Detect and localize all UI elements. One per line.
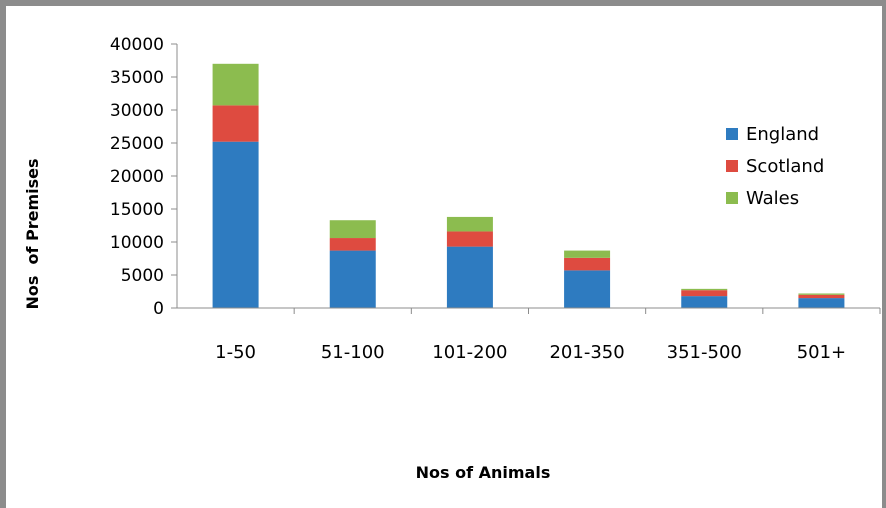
bar-segment-england-4 <box>564 270 611 308</box>
axes <box>171 43 881 314</box>
legend-label-england: England <box>746 124 819 145</box>
bar-segment-scotland-3 <box>446 231 493 247</box>
x-tick-label: 501+ <box>797 342 846 363</box>
bar-segment-scotland-4 <box>564 257 611 271</box>
y-tick-labels: 0 5000 10000 15000 20000 25000 30000 35000 40000 <box>110 35 164 319</box>
bar-segment-scotland-2 <box>329 238 376 251</box>
bar-segment-england-5 <box>681 296 728 308</box>
bar-segment-england-6 <box>798 298 845 308</box>
bar-segment-england-3 <box>446 246 493 308</box>
bar-segment-wales-3 <box>446 216 493 232</box>
y-tick-label: 10000 <box>110 233 164 253</box>
legend-swatch-wales <box>726 192 738 204</box>
bar-segment-scotland-1 <box>212 105 259 142</box>
y-tick-label: 30000 <box>110 101 164 121</box>
x-tick-label: 101-200 <box>432 342 507 363</box>
x-tick-label: 1-50 <box>215 342 256 363</box>
bar-segment-wales-4 <box>564 250 611 258</box>
y-tick-label: 0 <box>153 299 164 319</box>
bar-segment-england-2 <box>329 250 376 308</box>
bar-segment-wales-6 <box>798 293 845 295</box>
x-tick-label: 51-100 <box>321 342 385 363</box>
x-tick-label: 351-500 <box>667 342 742 363</box>
legend-label-scotland: Scotland <box>746 156 824 177</box>
bar-segment-wales-1 <box>212 63 259 106</box>
x-tick-labels: 1-50 51-100 101-200 201-350 351-500 501+ <box>215 342 846 363</box>
legend-swatch-scotland <box>726 160 738 172</box>
bars <box>212 63 845 308</box>
x-axis-title: Nos of Animals <box>416 463 551 482</box>
legend-swatch-england <box>726 128 738 140</box>
bar-segment-wales-5 <box>681 288 728 291</box>
y-axis-title: Nos of Premises <box>23 158 42 309</box>
legend-label-wales: Wales <box>746 188 799 209</box>
y-tick-label: 20000 <box>110 167 164 187</box>
bar-segment-england-1 <box>212 141 259 308</box>
y-tick-label: 5000 <box>121 266 164 286</box>
y-tick-label: 35000 <box>110 68 164 88</box>
bar-segment-scotland-5 <box>681 290 728 297</box>
x-tick-label: 201-350 <box>549 342 624 363</box>
legend: England Scotland Wales <box>726 124 824 209</box>
y-tick-label: 15000 <box>110 200 164 220</box>
y-tick-label: 40000 <box>110 35 164 55</box>
y-tick-label: 25000 <box>110 134 164 154</box>
bar-segment-scotland-6 <box>798 294 845 299</box>
bar-segment-wales-2 <box>329 220 376 239</box>
